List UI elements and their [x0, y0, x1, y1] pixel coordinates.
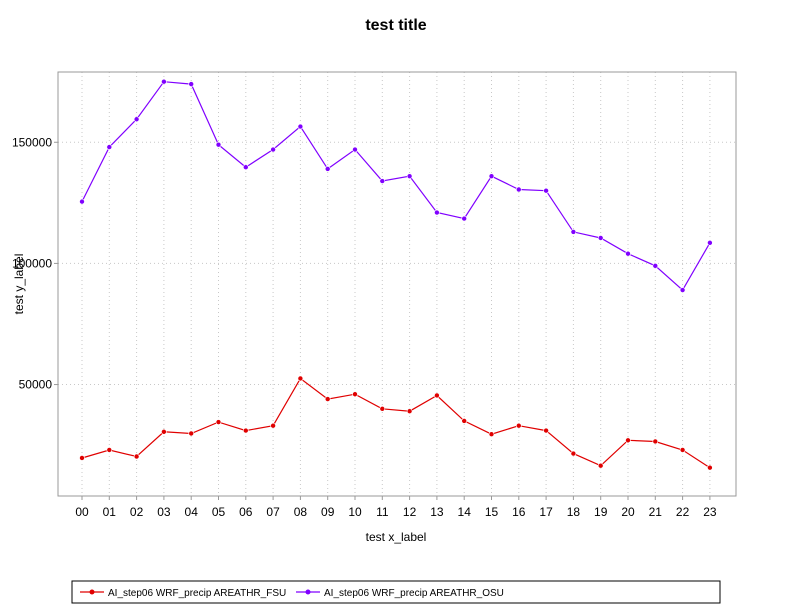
data-point — [488, 431, 495, 438]
data-point — [707, 240, 713, 246]
data-point — [161, 428, 167, 435]
y-tick-label: 50000 — [19, 378, 53, 392]
x-tick-label: 05 — [212, 505, 226, 519]
data-point — [352, 391, 358, 398]
data-point — [215, 141, 222, 148]
x-axis-label: test x_label — [366, 530, 427, 544]
legend-item: AI_step06 WRF_precip AREATHR_OSU — [296, 588, 504, 599]
chart-title: test title — [365, 17, 426, 34]
data-point — [515, 186, 522, 193]
x-tick-label: 20 — [621, 505, 635, 519]
data-point — [243, 164, 249, 171]
data-point — [297, 123, 304, 130]
data-point — [461, 215, 468, 222]
data-point — [434, 392, 440, 399]
series-line — [81, 377, 711, 469]
data-point — [106, 447, 113, 453]
x-tick-label: 07 — [266, 505, 280, 519]
legend-item: AI_step06 WRF_precip AREATHR_FSU — [80, 588, 286, 599]
series-2 — [79, 78, 713, 293]
data-point — [106, 144, 113, 150]
x-tick-label: 06 — [239, 505, 253, 519]
data-point — [215, 419, 222, 425]
y-tick-label: 100000 — [12, 256, 52, 270]
data-point — [679, 287, 686, 293]
plot-area — [57, 71, 737, 497]
x-tick-label: 17 — [539, 505, 553, 519]
legend-items: AI_step06 WRF_precip AREATHR_FSU AI_step0… — [80, 588, 504, 599]
x-tick-label: 14 — [458, 505, 472, 519]
data-point — [270, 422, 276, 429]
x-tick-label: 13 — [430, 505, 444, 519]
data-point — [597, 235, 604, 241]
x-tick-label: 19 — [594, 505, 608, 519]
x-tick-label: 04 — [185, 505, 199, 519]
x-tick-label: 00 — [75, 505, 89, 519]
legend: AI_step06 WRF_precip AREATHR_FSU AI_step0… — [71, 580, 721, 604]
data-point — [79, 455, 85, 461]
data-point — [352, 146, 358, 153]
data-point — [324, 396, 331, 402]
x-tick-label: 11 — [376, 505, 389, 519]
y-axis-ticks: 50000 100000 150000 — [12, 135, 58, 392]
legend-box — [71, 580, 721, 604]
data-point — [488, 173, 495, 179]
x-tick-label: 03 — [157, 505, 171, 519]
series-layer — [79, 78, 713, 471]
data-point — [679, 447, 686, 453]
data-point — [188, 430, 194, 437]
data-point — [379, 178, 386, 184]
x-tick-label: 22 — [676, 505, 690, 519]
data-point — [652, 438, 659, 445]
data-point — [625, 250, 631, 257]
x-tick-label: 16 — [512, 505, 526, 519]
series-1 — [79, 375, 713, 471]
data-point — [270, 146, 276, 153]
series-line — [81, 81, 711, 292]
data-point — [324, 166, 331, 172]
data-point — [243, 427, 249, 434]
legend-swatch-marker — [305, 589, 311, 595]
data-point — [597, 462, 604, 469]
data-point — [570, 450, 577, 457]
legend-label: AI_step06 WRF_precip AREATHR_FSU — [108, 588, 286, 599]
data-point — [461, 418, 468, 424]
x-tick-label: 23 — [703, 505, 717, 519]
data-point — [379, 405, 386, 412]
data-point — [297, 375, 304, 382]
data-point — [543, 187, 549, 194]
data-point — [161, 78, 167, 85]
x-tick-label: 01 — [103, 505, 117, 519]
x-tick-label: 09 — [321, 505, 335, 519]
data-point — [543, 427, 549, 434]
y-tick-label: 150000 — [12, 135, 52, 149]
x-tick-label: 12 — [403, 505, 417, 519]
data-point — [79, 198, 85, 205]
x-axis-ticks: 00 01 02 03 04 05 06 07 08 09 10 11 12 13 14 15 16 17 18 19… — [75, 496, 717, 519]
x-tick-label: 15 — [485, 505, 499, 519]
x-tick-label: 08 — [294, 505, 308, 519]
data-point — [406, 173, 413, 179]
x-tick-label: 18 — [567, 505, 581, 519]
data-point — [707, 464, 713, 471]
x-tick-label: 21 — [649, 505, 663, 519]
data-point — [406, 408, 413, 415]
legend-swatch-marker — [89, 589, 95, 595]
data-point — [434, 209, 440, 216]
data-point — [188, 81, 194, 87]
x-tick-label: 02 — [130, 505, 144, 519]
data-point — [652, 263, 659, 269]
data-point — [625, 437, 631, 444]
x-tick-label: 10 — [348, 505, 362, 519]
data-point — [515, 422, 522, 429]
legend-label: AI_step06 WRF_precip AREATHR_OSU — [324, 588, 504, 599]
data-point — [570, 229, 577, 235]
data-point — [133, 453, 140, 460]
grid-lines — [58, 72, 736, 496]
y-axis-label: test y_label — [12, 254, 26, 315]
data-point — [133, 116, 140, 123]
